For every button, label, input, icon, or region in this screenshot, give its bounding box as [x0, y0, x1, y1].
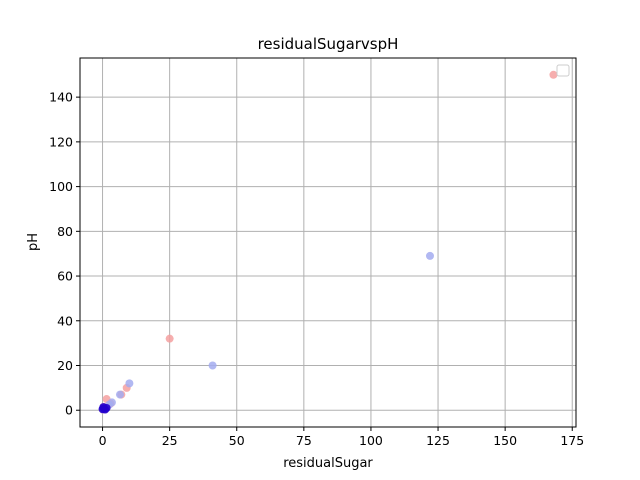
data-point	[208, 361, 217, 370]
y-tick-label: 20	[57, 358, 73, 373]
chart-title: residualSugarvspH	[258, 35, 399, 53]
plot-area-frame	[79, 57, 577, 428]
y-tick-label: 80	[57, 224, 73, 239]
grid-lines	[80, 58, 576, 427]
legend-box	[556, 64, 570, 77]
y-tick-label: 60	[57, 269, 73, 284]
x-tick-label: 75	[296, 433, 312, 448]
y-tick-label: 140	[49, 90, 73, 105]
y-tick-label: 40	[57, 313, 73, 328]
x-axis-label: residualSugar	[283, 456, 373, 471]
y-tick-label: 0	[65, 403, 73, 418]
x-tick-label: 25	[162, 433, 178, 448]
data-point	[425, 251, 434, 260]
x-tick-label: 175	[560, 433, 584, 448]
x-tick-label: 125	[426, 433, 450, 448]
x-tick-label: 0	[99, 433, 107, 448]
y-tick-label: 120	[49, 134, 73, 149]
y-axis-label: pH	[26, 233, 41, 251]
data-point	[115, 390, 124, 399]
y-tick-label: 100	[49, 179, 73, 194]
data-points	[98, 70, 558, 414]
x-tick-label: 150	[493, 433, 517, 448]
y-axis-ticks: 0 20 40 60 80 100 120 140	[49, 90, 80, 418]
x-axis-ticks: 0 25 50 75 100 125 150 175	[99, 427, 584, 448]
data-point	[165, 334, 174, 343]
data-point	[549, 70, 558, 79]
data-point	[99, 403, 108, 412]
x-tick-label: 50	[229, 433, 245, 448]
data-point	[125, 379, 134, 388]
x-tick-label: 100	[359, 433, 383, 448]
